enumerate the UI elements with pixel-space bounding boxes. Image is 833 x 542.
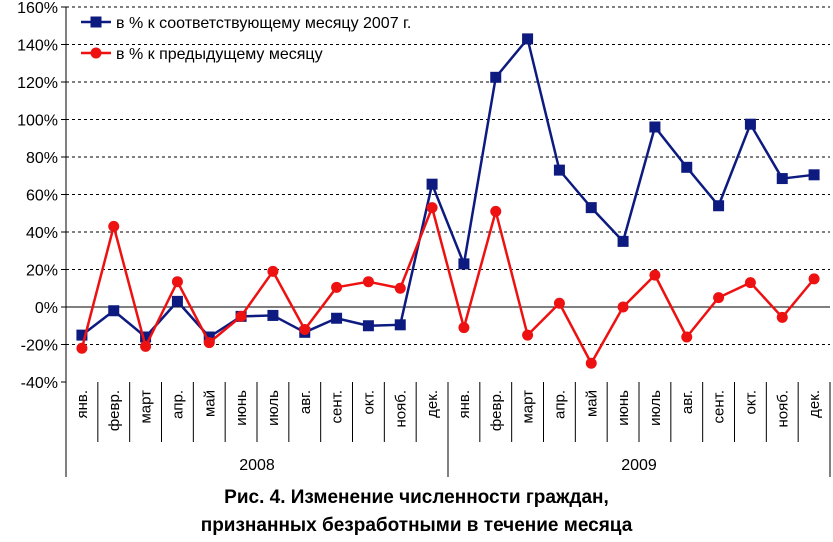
data-point-circle <box>76 342 88 354</box>
figure-caption-line-1: Рис. 4. Изменение численности граждан, <box>224 487 609 508</box>
data-point-square <box>522 33 534 45</box>
x-tick-label: февр. <box>488 390 505 431</box>
x-tick-label: июнь <box>615 390 632 426</box>
x-tick-label: нояб. <box>774 390 791 428</box>
x-tick-label: март <box>520 390 537 424</box>
y-tick-label: 140% <box>17 38 58 55</box>
data-point-circle <box>299 324 311 335</box>
legend: в % к соответствующему месяцу 2007 г. в %… <box>81 15 411 63</box>
data-point-circle <box>362 276 374 288</box>
data-point-circle <box>108 220 120 232</box>
y-tick-label: -40% <box>21 375 58 392</box>
data-point-square <box>76 329 88 341</box>
y-tick-label: 160% <box>17 0 58 17</box>
data-point-circle <box>140 340 152 352</box>
x-tick-label: апр. <box>169 390 186 419</box>
data-point-square <box>171 295 183 307</box>
legend-label: в % к предыдущему месяцу <box>116 46 323 63</box>
axes: -40% -20% 0% 20% 40% 60% 80% 100% 120% 140% 160% ян… <box>17 0 831 477</box>
data-point-circle <box>267 265 279 277</box>
x-tick-label: янв. <box>456 390 473 419</box>
y-tick-label: 100% <box>17 113 58 130</box>
y-tick-label: 80% <box>26 150 58 167</box>
x-tick-label: дек. <box>424 390 441 418</box>
data-point-square <box>617 235 629 247</box>
data-point-square <box>681 161 693 173</box>
data-point-square <box>553 164 565 176</box>
x-tick-label: авг. <box>679 390 696 414</box>
data-point-square <box>458 258 470 270</box>
series-line <box>81 37 815 339</box>
x-tick-label: май <box>583 390 600 417</box>
line-chart: -40% -20% 0% 20% 40% 60% 80% 100% 120% 140% 160% ян… <box>17 0 831 477</box>
x-tick-label: нояб. <box>392 390 409 428</box>
data-point-square <box>426 178 438 190</box>
data-point-square <box>394 319 406 331</box>
x-tick-label: дек. <box>806 390 823 418</box>
data-point-square <box>140 331 152 343</box>
data-point-circle <box>490 205 502 217</box>
data-point-square <box>267 309 279 321</box>
x-tick-label: окт. <box>742 390 759 414</box>
x-tick-label: окт. <box>360 390 377 414</box>
data-point-circle <box>585 357 597 369</box>
x-tick-label: июль <box>647 390 664 426</box>
x-tick-label: сент. <box>711 390 728 424</box>
x-tick-label: июль <box>265 390 282 426</box>
data-point-circle <box>649 269 661 281</box>
data-point-square <box>203 331 215 343</box>
data-point-circle <box>458 322 470 334</box>
y-tick-label: 120% <box>17 75 58 92</box>
x-tick-label: февр. <box>106 390 123 431</box>
x-tick-label: апр. <box>551 390 568 419</box>
data-point-circle <box>203 337 215 349</box>
data-point-circle <box>776 311 788 323</box>
series-group <box>76 33 820 369</box>
x-tick-label: май <box>201 390 218 417</box>
y-tick-label: -20% <box>21 338 58 355</box>
data-point-square <box>808 169 820 181</box>
legend-marker-circle <box>90 47 102 59</box>
data-point-circle <box>681 331 693 343</box>
data-point-square <box>585 202 597 214</box>
data-point-circle <box>235 310 247 322</box>
x-tick-label: сент. <box>329 390 346 424</box>
figure-caption-line-2: признанных безработными в течение месяца <box>200 515 633 536</box>
data-point-square <box>362 320 374 332</box>
group-label: 2009 <box>621 457 657 474</box>
x-tick-label: янв. <box>74 390 91 419</box>
data-point-square <box>649 121 661 133</box>
y-tick-label: 20% <box>26 263 58 280</box>
data-point-circle <box>522 329 534 341</box>
data-point-square <box>331 312 343 324</box>
data-point-circle <box>426 202 438 214</box>
legend-label: в % к соответствующему месяцу 2007 г. <box>116 15 411 32</box>
data-point-square <box>108 305 120 317</box>
x-tick-label: авг. <box>297 390 314 414</box>
data-point-square <box>490 71 502 83</box>
y-tick-label: 60% <box>26 188 58 205</box>
series-line <box>80 206 816 365</box>
data-point-square <box>713 200 725 212</box>
data-point-circle <box>808 273 820 285</box>
y-tick-label: 40% <box>26 225 58 242</box>
x-tick-label: март <box>138 390 155 424</box>
data-point-circle <box>394 282 406 294</box>
y-tick-label: 0% <box>35 300 58 317</box>
data-point-circle <box>617 301 629 313</box>
legend-marker-square <box>90 16 102 28</box>
group-label: 2008 <box>239 457 275 474</box>
data-point-square <box>776 173 788 185</box>
data-point-square <box>744 118 756 130</box>
data-point-circle <box>331 281 343 293</box>
x-tick-label: июнь <box>233 390 250 426</box>
data-point-circle <box>553 297 565 309</box>
data-point-circle <box>171 276 183 288</box>
data-point-circle <box>713 292 725 304</box>
data-point-circle <box>744 277 756 289</box>
